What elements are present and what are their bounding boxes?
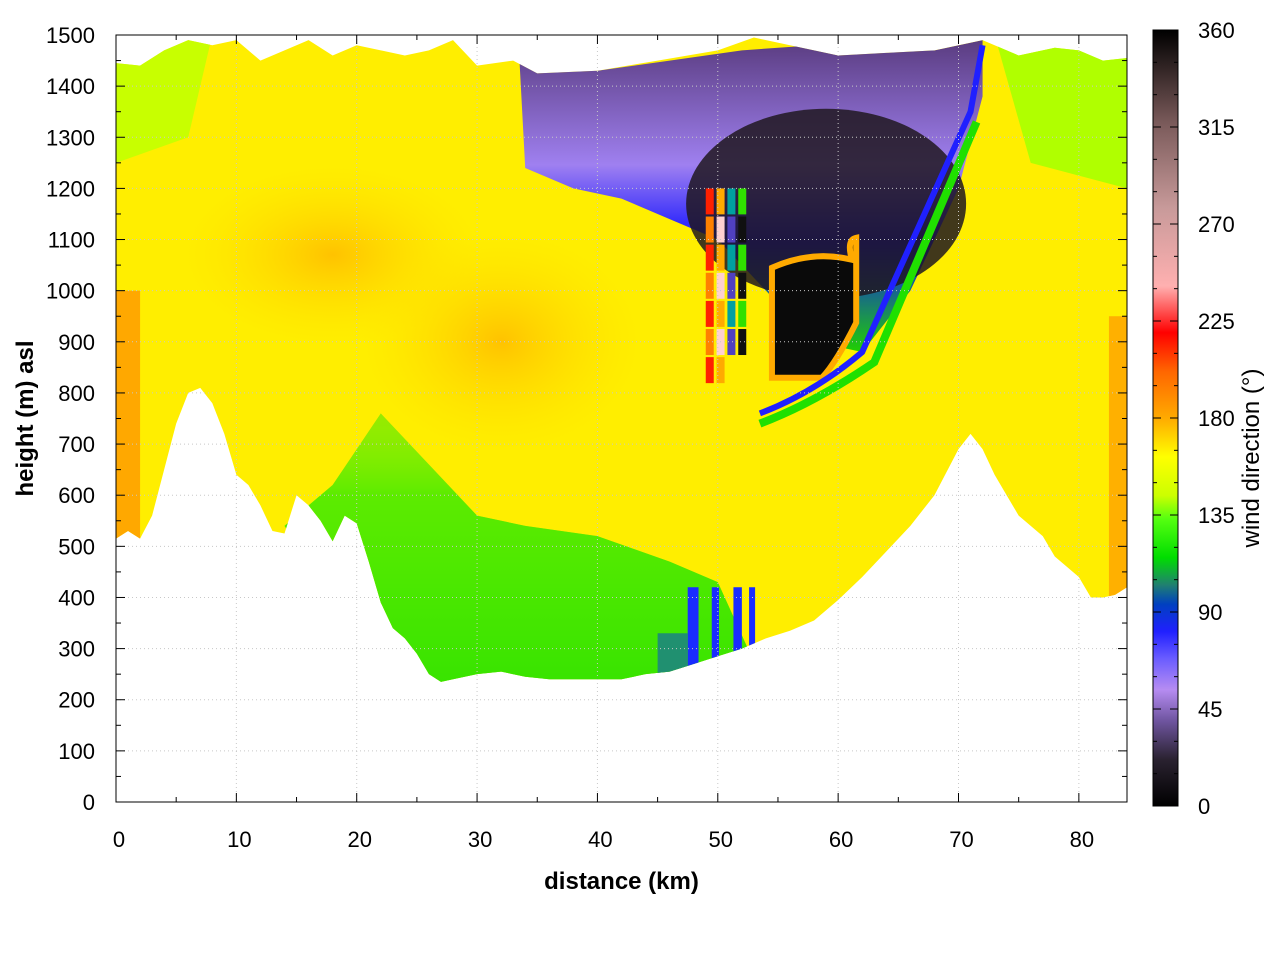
field-pixel-cell xyxy=(705,329,714,356)
field-pixel-cell xyxy=(738,272,747,299)
y-tick-label: 1000 xyxy=(46,279,95,304)
field-pixel-cell xyxy=(716,272,725,299)
y-tick-label: 900 xyxy=(58,330,95,355)
field-pixel-cell xyxy=(727,188,736,215)
field-pixel-cell xyxy=(727,244,736,271)
field-fill xyxy=(116,37,1127,682)
field-pixel-cell xyxy=(705,244,714,271)
wind-field xyxy=(116,37,1127,682)
y-tick-label: 200 xyxy=(58,688,95,713)
field-blue-rim xyxy=(758,44,986,417)
field-pixel-cell xyxy=(727,216,736,243)
field-pixel-cell xyxy=(738,329,747,356)
y-tick-label: 1300 xyxy=(46,125,95,150)
y-axis-label: height (m) asl xyxy=(12,340,39,496)
x-tick-labels: 0 10 20 30 40 50 60 70 80 xyxy=(113,827,1094,852)
y-tick-label: 1200 xyxy=(46,176,95,201)
colorbar-tick-labels: 0 45 90 135 180 225 270 315 360 xyxy=(1198,18,1235,819)
x-tick-label: 10 xyxy=(227,827,251,852)
y-tick-label: 0 xyxy=(83,790,95,815)
field-pixel-cell xyxy=(705,272,714,299)
x-axis-label: distance (km) xyxy=(544,868,699,895)
colorbar-tick-label: 270 xyxy=(1198,212,1235,237)
y-tick-labels: 0 100 200 300 400 500 600 700 800 900 1000 1100 1200… xyxy=(46,23,95,815)
grid xyxy=(116,35,1127,802)
field-green-rim xyxy=(758,120,981,428)
colorbar-tick-label: 45 xyxy=(1198,697,1222,722)
y-tick-label: 1400 xyxy=(46,74,95,99)
y-tick-label: 600 xyxy=(58,483,95,508)
field-valley-teal xyxy=(657,633,688,680)
x-tick-label: 80 xyxy=(1070,827,1094,852)
x-tick-label: 70 xyxy=(949,827,973,852)
y-tick-label: 1500 xyxy=(46,23,95,48)
field-pixel-cell xyxy=(716,216,725,243)
y-tick-label: 300 xyxy=(58,637,95,662)
field-pixel-cell xyxy=(738,244,747,271)
colorbar-tick-label: 225 xyxy=(1198,309,1235,334)
field-upper-right-green xyxy=(994,37,1127,189)
y-tick-label: 800 xyxy=(58,381,95,406)
field-valley-blue-column xyxy=(749,587,756,675)
field-pixel-cell xyxy=(738,188,747,215)
field-valley-green-core xyxy=(284,413,748,682)
x-tick-label: 50 xyxy=(709,827,733,852)
field-northerly-core xyxy=(768,234,860,381)
field-pixel-cell xyxy=(738,216,747,243)
colorbar-tick-label: 0 xyxy=(1198,794,1210,819)
colorbar-tick-label: 90 xyxy=(1198,600,1222,625)
y-tick-label: 500 xyxy=(58,534,95,559)
field-valley-blue-column xyxy=(733,587,742,675)
x-tick-label: 20 xyxy=(347,827,371,852)
field-pixel-cell xyxy=(705,188,714,215)
field-pixel-cell xyxy=(705,216,714,243)
field-pixel-cell xyxy=(705,300,714,327)
field-pixel-cell xyxy=(727,300,736,327)
y-tick-label: 1100 xyxy=(48,228,95,253)
colorbar-tick-label: 315 xyxy=(1198,115,1235,140)
colorbar-tick-label: 360 xyxy=(1198,18,1235,43)
field-upper-left-green xyxy=(116,37,213,163)
field-pixel-cell xyxy=(738,300,747,327)
colorbar-tick-label: 180 xyxy=(1198,406,1235,431)
tick-marks xyxy=(115,34,1127,803)
field-orange-glow xyxy=(361,231,642,452)
y-tick-label: 400 xyxy=(58,585,95,610)
field-valley-blue-column xyxy=(687,587,699,675)
field-pixel-cell xyxy=(727,329,736,356)
field-right-southerly xyxy=(1108,316,1127,598)
x-tick-label: 60 xyxy=(829,827,853,852)
field-pixel-cell xyxy=(716,357,725,384)
x-tick-label: 40 xyxy=(588,827,612,852)
colorbar-tick-label: 135 xyxy=(1198,503,1235,528)
colorbar-label: wind direction (°) xyxy=(1238,369,1265,549)
x-tick-label: 30 xyxy=(468,827,492,852)
field-pixel-cell xyxy=(727,272,736,299)
field-pixel-cell xyxy=(716,244,725,271)
field-pixel-cell xyxy=(716,300,725,327)
field-pixel-cell xyxy=(716,188,725,215)
y-tick-label: 100 xyxy=(58,739,95,764)
field-valley-blue-column xyxy=(711,587,719,675)
x-tick-label: 0 xyxy=(113,827,125,852)
colorbar-tick-marks xyxy=(1153,29,1178,807)
y-tick-label: 700 xyxy=(58,432,95,457)
field-dark-core-aloft xyxy=(686,108,967,299)
field-pixel-cell xyxy=(705,357,714,384)
